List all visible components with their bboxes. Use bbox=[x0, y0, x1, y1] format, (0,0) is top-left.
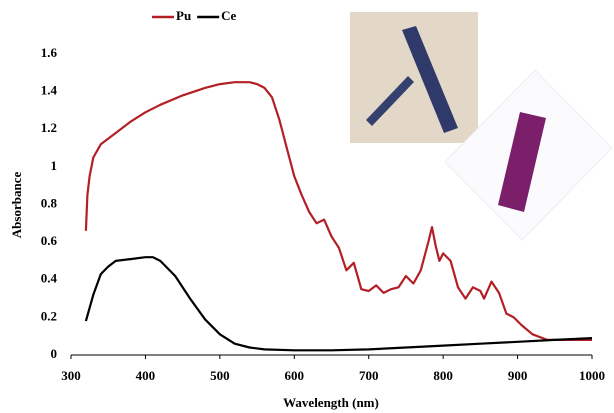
y-tick-label: 0 bbox=[51, 346, 58, 361]
y-tick-label: 1.4 bbox=[41, 83, 58, 98]
y-tick-label: 0.2 bbox=[41, 308, 57, 323]
x-axis-title: Wavelength (nm) bbox=[283, 395, 379, 410]
legend-label: Ce bbox=[221, 8, 236, 23]
photo-inset bbox=[350, 12, 612, 240]
x-tick-label: 600 bbox=[285, 368, 305, 383]
chart: Wavelength (nm) Absorbance 0 0.2 0.4 0.6 0.8… bbox=[0, 0, 614, 413]
series-line bbox=[86, 257, 592, 350]
x-tick-label: 900 bbox=[508, 368, 528, 383]
x-tick-label: 400 bbox=[136, 368, 156, 383]
x-tick-label: 1000 bbox=[579, 368, 605, 383]
x-tick-label: 500 bbox=[210, 368, 230, 383]
y-tick-label: 0.4 bbox=[41, 271, 58, 286]
y-axis-title: Absorbance bbox=[9, 172, 24, 239]
y-tick-label: 0.8 bbox=[41, 195, 58, 210]
y-tick-label: 1.2 bbox=[41, 120, 57, 135]
y-tick-label: 1 bbox=[51, 158, 58, 173]
x-tick-label: 300 bbox=[61, 368, 81, 383]
legend-label: Pu bbox=[176, 8, 191, 23]
y-tick-label: 1.6 bbox=[41, 45, 58, 60]
x-tick-label: 800 bbox=[433, 368, 453, 383]
y-tick-label: 0.6 bbox=[41, 233, 58, 248]
x-tick-label: 700 bbox=[359, 368, 379, 383]
